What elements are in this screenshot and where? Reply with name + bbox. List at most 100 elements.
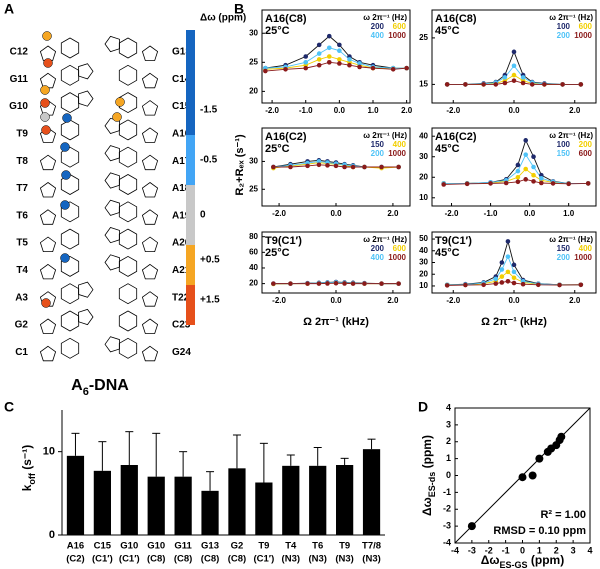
base-ring [60, 255, 80, 277]
x-tick-label: 0.0 [330, 209, 342, 218]
legend-entry: 150 [557, 244, 571, 253]
y-tick-label: 40 [249, 263, 258, 272]
data-point [316, 159, 322, 164]
residue-label: A17 [172, 156, 191, 167]
data-point [511, 275, 517, 281]
y-tick-label: 1 [446, 453, 451, 463]
sugar-ring [39, 72, 57, 89]
x-tick-label: 2.0 [387, 209, 399, 218]
sugar-ring [39, 154, 57, 171]
base-ring [60, 283, 80, 305]
sugar-ring [141, 182, 159, 198]
legend-entry: 1000 [388, 149, 406, 158]
data-point [347, 57, 352, 62]
legend-entry: 200 [371, 149, 385, 158]
y-tick-label: 30 [419, 258, 428, 267]
data-point [464, 181, 470, 187]
sugar-ring [39, 263, 57, 280]
sugar-ring [39, 182, 57, 198]
colorbar-segment [186, 30, 195, 135]
shift-dot [112, 112, 122, 122]
x-tick-sublabel: (C8) [174, 554, 192, 565]
legend-title: ω 2π⁻¹ (Hz) [549, 131, 593, 140]
data-point [326, 45, 332, 51]
y-tick-label: -3 [443, 521, 451, 531]
data-point [511, 269, 517, 275]
residue-label: G11 [10, 74, 29, 85]
x-tick-sublabel: (C2) [66, 554, 84, 565]
panel-label: B [234, 1, 244, 17]
legend-entry: 200 [371, 22, 385, 31]
data-point [505, 278, 511, 284]
plot-frame [431, 9, 597, 104]
legend-entry: 150 [557, 149, 571, 158]
legend-entry: 1000 [574, 253, 592, 262]
base-ring [78, 90, 94, 107]
data-point [333, 163, 339, 169]
plot-frame [431, 231, 597, 294]
y-tick-label: 40 [419, 131, 428, 140]
data-point [529, 82, 535, 87]
data-point [523, 138, 529, 143]
colorbar-label: -0.5 [200, 155, 218, 166]
data-point [481, 82, 486, 87]
sugar-ring [39, 345, 57, 362]
data-point [503, 180, 509, 186]
plot-title: A16(C2) [265, 131, 307, 143]
data-point [337, 42, 342, 48]
colorbar-segment [186, 135, 195, 185]
data-point [493, 281, 499, 286]
data-point [305, 281, 310, 286]
data-point [283, 66, 288, 72]
y-tick-label: 3 [446, 419, 451, 429]
label-part: (ppm) [420, 435, 434, 472]
data-point [535, 282, 541, 288]
legend-entry: 100 [557, 22, 571, 31]
x-tick-label: 1.0 [367, 106, 379, 115]
base-ring [60, 146, 80, 168]
data-point [493, 82, 499, 87]
x-tick-label: G13 [201, 541, 219, 552]
shift-dot [40, 98, 50, 108]
base-ring [104, 254, 120, 271]
y-tick-label: 20 [419, 269, 428, 278]
data-point [531, 172, 536, 178]
plot-title: T9(C1′) [265, 235, 302, 247]
sugar-ring [141, 100, 159, 116]
x-tick-label: T9 [339, 541, 350, 552]
x-tick-sublabel: (C8) [147, 554, 165, 565]
x-tick-label: G10 [147, 541, 165, 552]
shift-dot [40, 112, 50, 122]
sugar-ring [39, 236, 57, 253]
data-point [481, 282, 486, 288]
legend-entry: 600 [393, 244, 407, 253]
base-ring [104, 336, 120, 353]
legend-title: ω 2π⁻¹ (Hz) [549, 13, 593, 22]
data-point [326, 54, 332, 59]
data-point [557, 282, 562, 288]
plot-frame [261, 231, 411, 294]
label-part: Δω [420, 497, 434, 516]
data-point [463, 282, 468, 288]
y-tick-label: 60 [249, 247, 258, 256]
data-point [362, 281, 367, 286]
label-sub: ES-ds [427, 472, 437, 498]
residue-label: C23 [172, 320, 191, 331]
data-point [305, 163, 310, 169]
shift-dot [60, 142, 70, 152]
x-tick-label: T4 [285, 541, 297, 552]
data-point [502, 80, 508, 86]
shift-dot [60, 200, 70, 210]
y-tick-label: 10 [43, 446, 55, 458]
panel-label: C [4, 399, 14, 415]
x-tick-label: -2 [485, 545, 493, 555]
data-point [515, 168, 521, 174]
shift-dot [41, 125, 51, 135]
base-ring [60, 337, 80, 359]
base-ring [118, 283, 138, 305]
x-tick-label: G10 [120, 541, 138, 552]
data-point [316, 281, 322, 286]
x-tick-label: -2.0 [445, 209, 459, 218]
legend-entry: 200 [557, 31, 571, 40]
legend-entry: 1000 [574, 31, 592, 40]
